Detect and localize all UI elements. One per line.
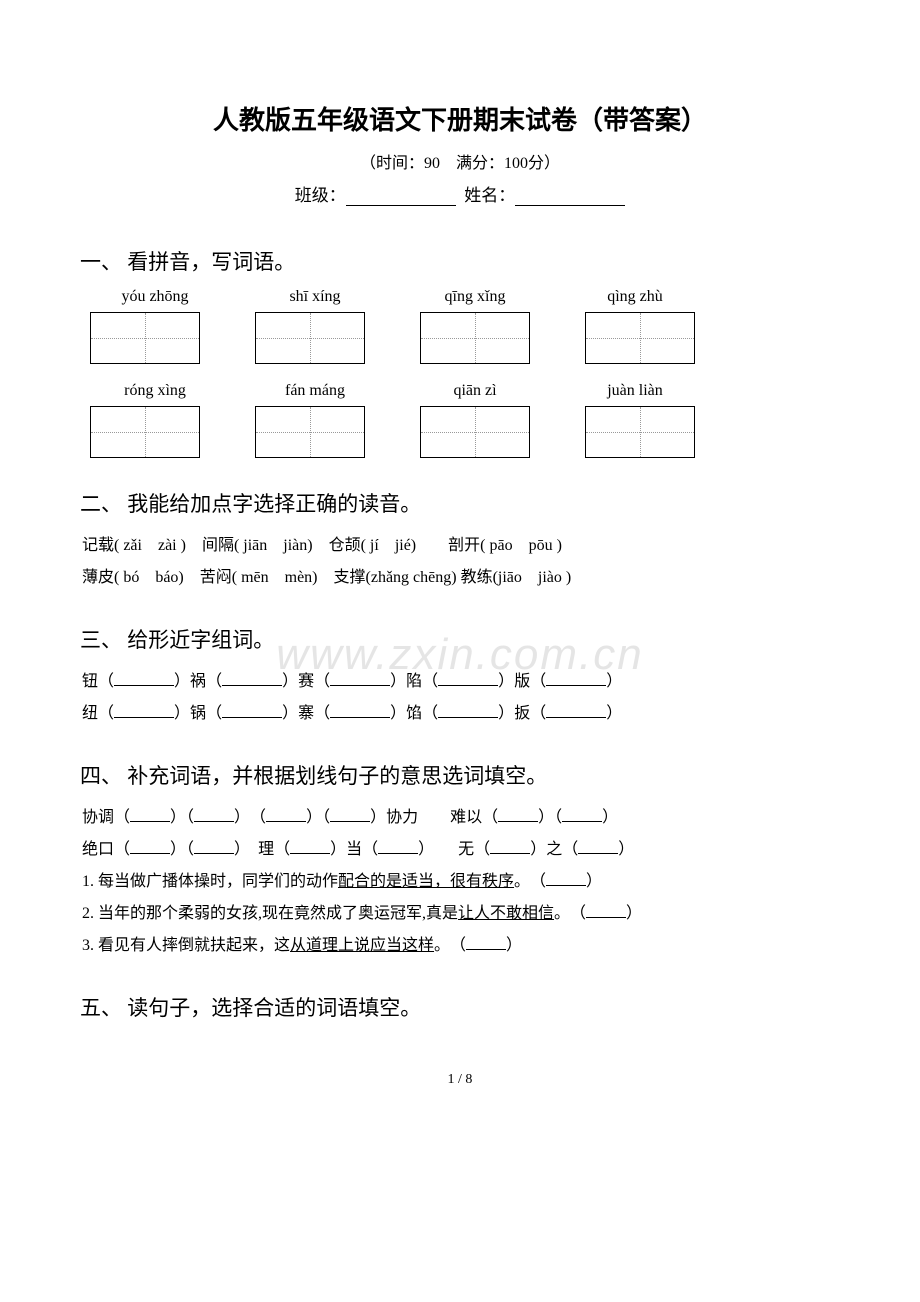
box-row-2 [90, 406, 840, 458]
char: 赛 [298, 673, 314, 690]
char-box [420, 406, 530, 458]
fill-blank [490, 853, 530, 854]
char: 钮 [82, 673, 98, 690]
char-box [255, 406, 365, 458]
fill-blank [330, 717, 390, 718]
fill-blank [330, 821, 370, 822]
fill-blank [194, 821, 234, 822]
fill-blank [266, 821, 306, 822]
fill-blank [194, 853, 234, 854]
text: 理 [258, 841, 274, 858]
section3-line1: 钮（）祸（）赛（）陷（）版（） [82, 666, 840, 698]
fill-blank [562, 821, 602, 822]
fill-blank [222, 685, 282, 686]
fill-blank [546, 685, 606, 686]
char: 祸 [190, 673, 206, 690]
fill-blank [498, 821, 538, 822]
char-box [420, 312, 530, 364]
text: 无 [458, 841, 474, 858]
text: 。 （ [434, 937, 466, 954]
underline: 从道理上说应当这样 [290, 937, 434, 954]
page-number: 1 / 8 [80, 1072, 840, 1088]
section1-heading: 一、 看拼音，写词语。 [80, 246, 840, 276]
fill-blank [438, 685, 498, 686]
pinyin-label: róng xìng [100, 382, 210, 400]
fill-blank [222, 717, 282, 718]
char: 锅 [190, 705, 206, 722]
fill-blank [290, 853, 330, 854]
text: 绝口 [82, 841, 114, 858]
page-subtitle: （时间：90 满分：100分） [80, 149, 840, 173]
text: 1. 每当做广播体操时，同学们的动作 [82, 873, 338, 890]
text: 3. 看见有人摔倒就扶起来，这 [82, 937, 290, 954]
char-box [90, 406, 200, 458]
fill-blank [114, 685, 174, 686]
fill-blank [546, 717, 606, 718]
section2-line2: 薄皮( bó báo) 苦闷( mēn mèn) 支撑(zhǎng chēng)… [82, 562, 840, 594]
fill-blank [546, 885, 586, 886]
section4-q3: 3. 看见有人摔倒就扶起来，这从道理上说应当这样。 （） [82, 930, 840, 962]
char: 纽 [82, 705, 98, 722]
char: 版 [514, 673, 530, 690]
fill-blank [130, 821, 170, 822]
text: 协力 难以 [386, 809, 482, 826]
section2-heading: 二、 我能给加点字选择正确的读音。 [80, 488, 840, 518]
pinyin-row-1: yóu zhōng shī xíng qīng xǐng qìng zhù [100, 288, 840, 306]
section4-q2: 2. 当年的那个柔弱的女孩,现在竟然成了奥运冠军,真是让人不敢相信。 （） [82, 898, 840, 930]
char: 馅 [406, 705, 422, 722]
page-title: 人教版五年级语文下册期末试卷（带答案） [80, 100, 840, 137]
section4-q1: 1. 每当做广播体操时，同学们的动作配合的是适当，很有秩序。 （） [82, 866, 840, 898]
class-name-row: 班级： 姓名： [80, 181, 840, 206]
pinyin-row-2: róng xìng fán máng qiān zì juàn liàn [100, 382, 840, 400]
underline: 让人不敢相信 [458, 905, 554, 922]
fill-blank [578, 853, 618, 854]
char-box [90, 312, 200, 364]
fill-blank [130, 853, 170, 854]
text: 。 （ [554, 905, 586, 922]
fill-blank [114, 717, 174, 718]
section4-heading: 四、 补充词语，并根据划线句子的意思选词填空。 [80, 760, 840, 790]
underline: 配合的是适当，很有秩序 [338, 873, 514, 890]
text: 当 [346, 841, 362, 858]
section4-row2: 绝口（）（） 理（）当（） 无（）之（） [82, 834, 840, 866]
pinyin-label: qīng xǐng [420, 288, 530, 306]
fill-blank [438, 717, 498, 718]
section3-line2: 纽（）锅（）寨（）馅（）扳（） [82, 698, 840, 730]
section5-heading: 五、 读句子，选择合适的词语填空。 [80, 992, 840, 1022]
name-blank [515, 205, 625, 206]
fill-blank [466, 949, 506, 950]
char: 扳 [514, 705, 530, 722]
section4-row1: 协调（）（） （）（）协力 难以（）（） [82, 802, 840, 834]
section2-line1: 记载( zǎi zài ) 间隔( jiān jiàn) 仓颉( jí jié)… [82, 530, 840, 562]
name-label: 姓名： [464, 186, 515, 205]
char-box [585, 312, 695, 364]
fill-blank [586, 917, 626, 918]
fill-blank [378, 853, 418, 854]
pinyin-label: fán máng [260, 382, 370, 400]
char: 陷 [406, 673, 422, 690]
box-row-1 [90, 312, 840, 364]
text: 之 [546, 841, 562, 858]
text: 2. 当年的那个柔弱的女孩,现在竟然成了奥运冠军,真是 [82, 905, 458, 922]
class-label: 班级： [295, 186, 346, 205]
section3-heading: 三、 给形近字组词。 [80, 624, 840, 654]
pinyin-label: shī xíng [260, 288, 370, 306]
pinyin-label: yóu zhōng [100, 288, 210, 306]
text: 协调 [82, 809, 114, 826]
char-box [255, 312, 365, 364]
fill-blank [330, 685, 390, 686]
pinyin-label: qìng zhù [580, 288, 690, 306]
text: 。 （ [514, 873, 546, 890]
char-box [585, 406, 695, 458]
char: 寨 [298, 705, 314, 722]
class-blank [346, 205, 456, 206]
pinyin-label: juàn liàn [580, 382, 690, 400]
pinyin-label: qiān zì [420, 382, 530, 400]
